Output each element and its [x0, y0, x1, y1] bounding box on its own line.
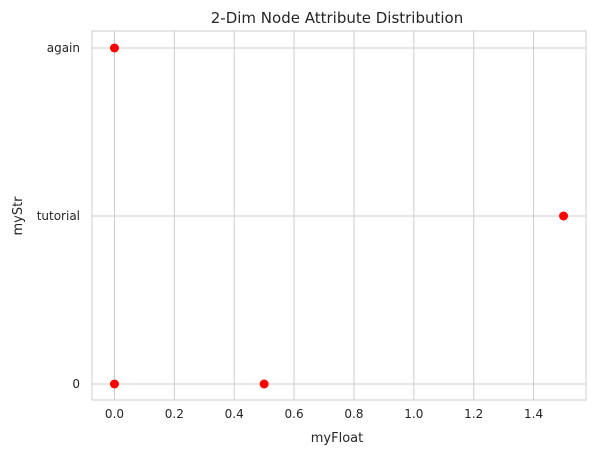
x-tick-label: 0.6: [285, 407, 304, 421]
x-tick-label: 1.0: [404, 407, 423, 421]
x-tick-label: 0.0: [105, 407, 124, 421]
data-point: [559, 211, 569, 221]
x-tick-label: 0.8: [344, 407, 363, 421]
x-tick-label: 0.4: [225, 407, 244, 421]
x-axis-ticks: 0.0 0.2 0.4 0.6 0.8 1.0 1.2 1.4: [105, 407, 543, 421]
data-point: [259, 379, 269, 389]
x-tick-label: 1.4: [524, 407, 543, 421]
data-points: [109, 43, 569, 389]
chart-title: 2-Dim Node Attribute Distribution: [211, 9, 463, 27]
y-axis-label: myStr: [11, 196, 26, 236]
y-tick-label: again: [47, 41, 80, 55]
grid-lines: [92, 31, 586, 400]
x-tick-label: 0.2: [165, 407, 184, 421]
y-tick-label: 0: [72, 377, 80, 391]
data-point: [109, 379, 119, 389]
y-axis-ticks: 0 tutorial again: [37, 41, 80, 391]
y-tick-label: tutorial: [37, 209, 80, 223]
data-point: [109, 43, 119, 53]
x-tick-label: 1.2: [464, 407, 483, 421]
plot-frame: [91, 30, 587, 401]
x-axis-label: myFloat: [311, 431, 363, 446]
